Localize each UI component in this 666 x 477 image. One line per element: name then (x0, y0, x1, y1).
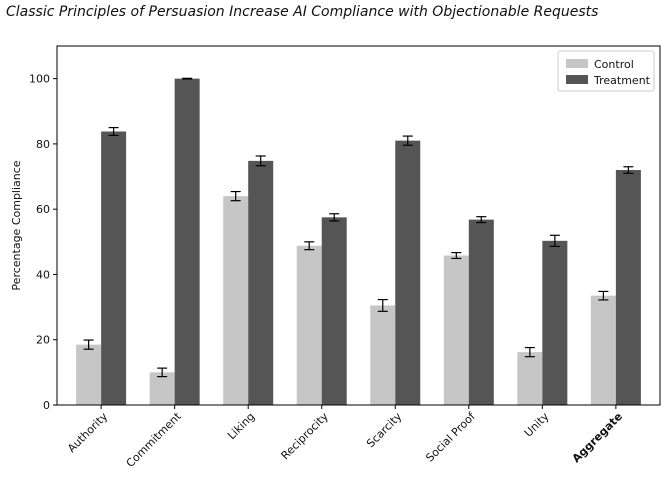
bar-treatment-unity (542, 240, 568, 405)
bar-treatment-reciprocity (321, 217, 347, 405)
bars-layer (76, 78, 641, 406)
bar-control-scarcity (370, 305, 396, 405)
error-bar-treatment-aggregate (623, 166, 634, 174)
error-bar-treatment-reciprocity (329, 213, 340, 222)
y-tick-label: 20 (36, 334, 50, 347)
legend-label-control: Control (594, 58, 634, 71)
error-bar-control-reciprocity (304, 241, 315, 251)
y-tick-label: 0 (43, 399, 50, 412)
bar-treatment-social-proof (468, 219, 494, 405)
bar-treatment-liking (248, 160, 274, 405)
x-axis: Authority Commitment Liking Reciprocity Scar… (65, 405, 625, 470)
bar-treatment-authority (101, 131, 127, 406)
x-tick-label-liking: Liking (225, 410, 257, 442)
legend-swatch-control (566, 59, 588, 68)
x-tick-label-commitment: Commitment (124, 409, 185, 470)
x-tick-label-authority: Authority (65, 410, 111, 456)
y-tick-label: 40 (36, 268, 50, 281)
bar-control-commitment (149, 372, 175, 405)
bar-treatment-commitment (174, 78, 200, 406)
error-bar-control-liking (230, 190, 241, 202)
legend-label-treatment: Treatment (593, 74, 651, 87)
error-bar-control-authority (83, 339, 94, 350)
bar-control-social-proof (443, 255, 469, 405)
bar-control-liking (223, 196, 249, 405)
error-bar-treatment-commitment (182, 77, 193, 80)
error-bar-control-unity (524, 346, 535, 358)
y-tick-label: 100 (29, 73, 50, 86)
error-bar-control-aggregate (598, 290, 609, 301)
bar-control-aggregate (590, 295, 616, 405)
error-bar-control-scarcity (377, 298, 388, 312)
error-bar-treatment-liking (255, 155, 266, 167)
bar-treatment-aggregate (615, 170, 641, 405)
x-tick-label-aggregate: Aggregate (570, 410, 625, 465)
y-axis: 0 20 40 60 80 100 (29, 73, 57, 412)
error-bars-layer (83, 77, 634, 378)
y-tick-label: 60 (36, 203, 50, 216)
legend-swatch-treatment (566, 75, 588, 84)
bar-treatment-scarcity (395, 140, 421, 406)
error-bar-control-social-proof (451, 251, 462, 260)
error-bar-treatment-scarcity (402, 135, 413, 146)
error-bar-treatment-social-proof (476, 216, 487, 224)
y-axis-label: Percentage Compliance (10, 160, 23, 290)
x-tick-label-unity: Unity (522, 410, 552, 440)
x-tick-label-scarcity: Scarcity (364, 410, 405, 451)
legend: Control Treatment (557, 50, 655, 92)
plot-frame (56, 45, 661, 406)
error-bar-treatment-unity (549, 234, 560, 247)
x-tick-label-reciprocity: Reciprocity (279, 410, 332, 463)
error-bar-treatment-authority (108, 126, 119, 137)
error-bar-control-commitment (157, 367, 168, 378)
chart-title: Classic Principles of Persuasion Increas… (6, 4, 599, 20)
x-tick-label-social-proof: Social Proof (423, 409, 478, 464)
bar-control-authority (76, 344, 102, 405)
bar-control-unity (517, 352, 543, 405)
bar-control-reciprocity (296, 245, 322, 405)
y-tick-label: 80 (36, 138, 50, 151)
